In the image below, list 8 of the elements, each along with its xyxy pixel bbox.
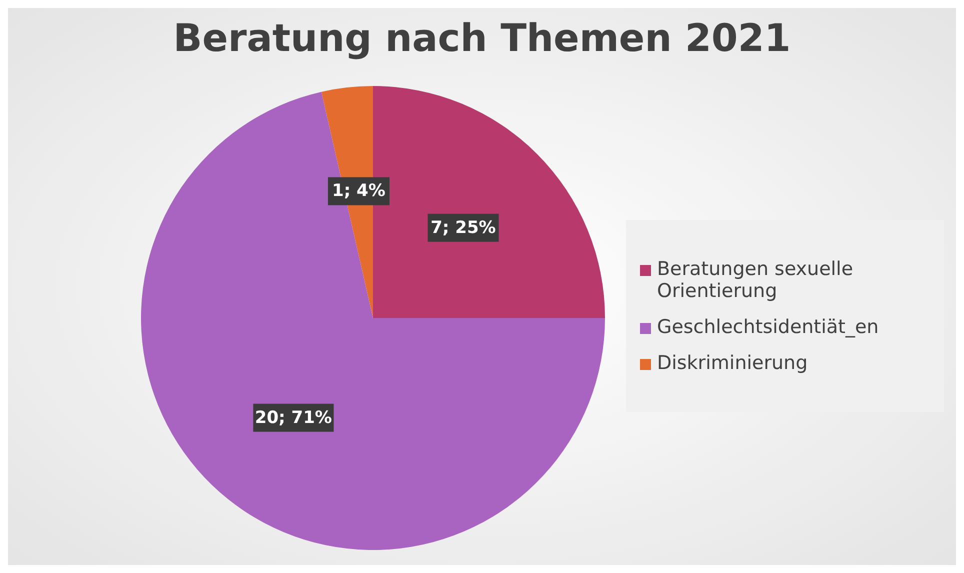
data-label: 7; 25% <box>430 218 496 238</box>
chart-title: Beratung nach Themen 2021 <box>172 15 792 62</box>
data-label: 1; 4% <box>332 181 386 202</box>
data-label: 20; 71% <box>254 408 332 428</box>
legend-label: Diskriminierung <box>657 352 808 374</box>
pie-slice <box>141 92 605 550</box>
legend-label: Geschlechtsidentiät_en <box>657 316 879 338</box>
legend-label: Beratungen sexuelle Orientierung <box>657 258 854 302</box>
